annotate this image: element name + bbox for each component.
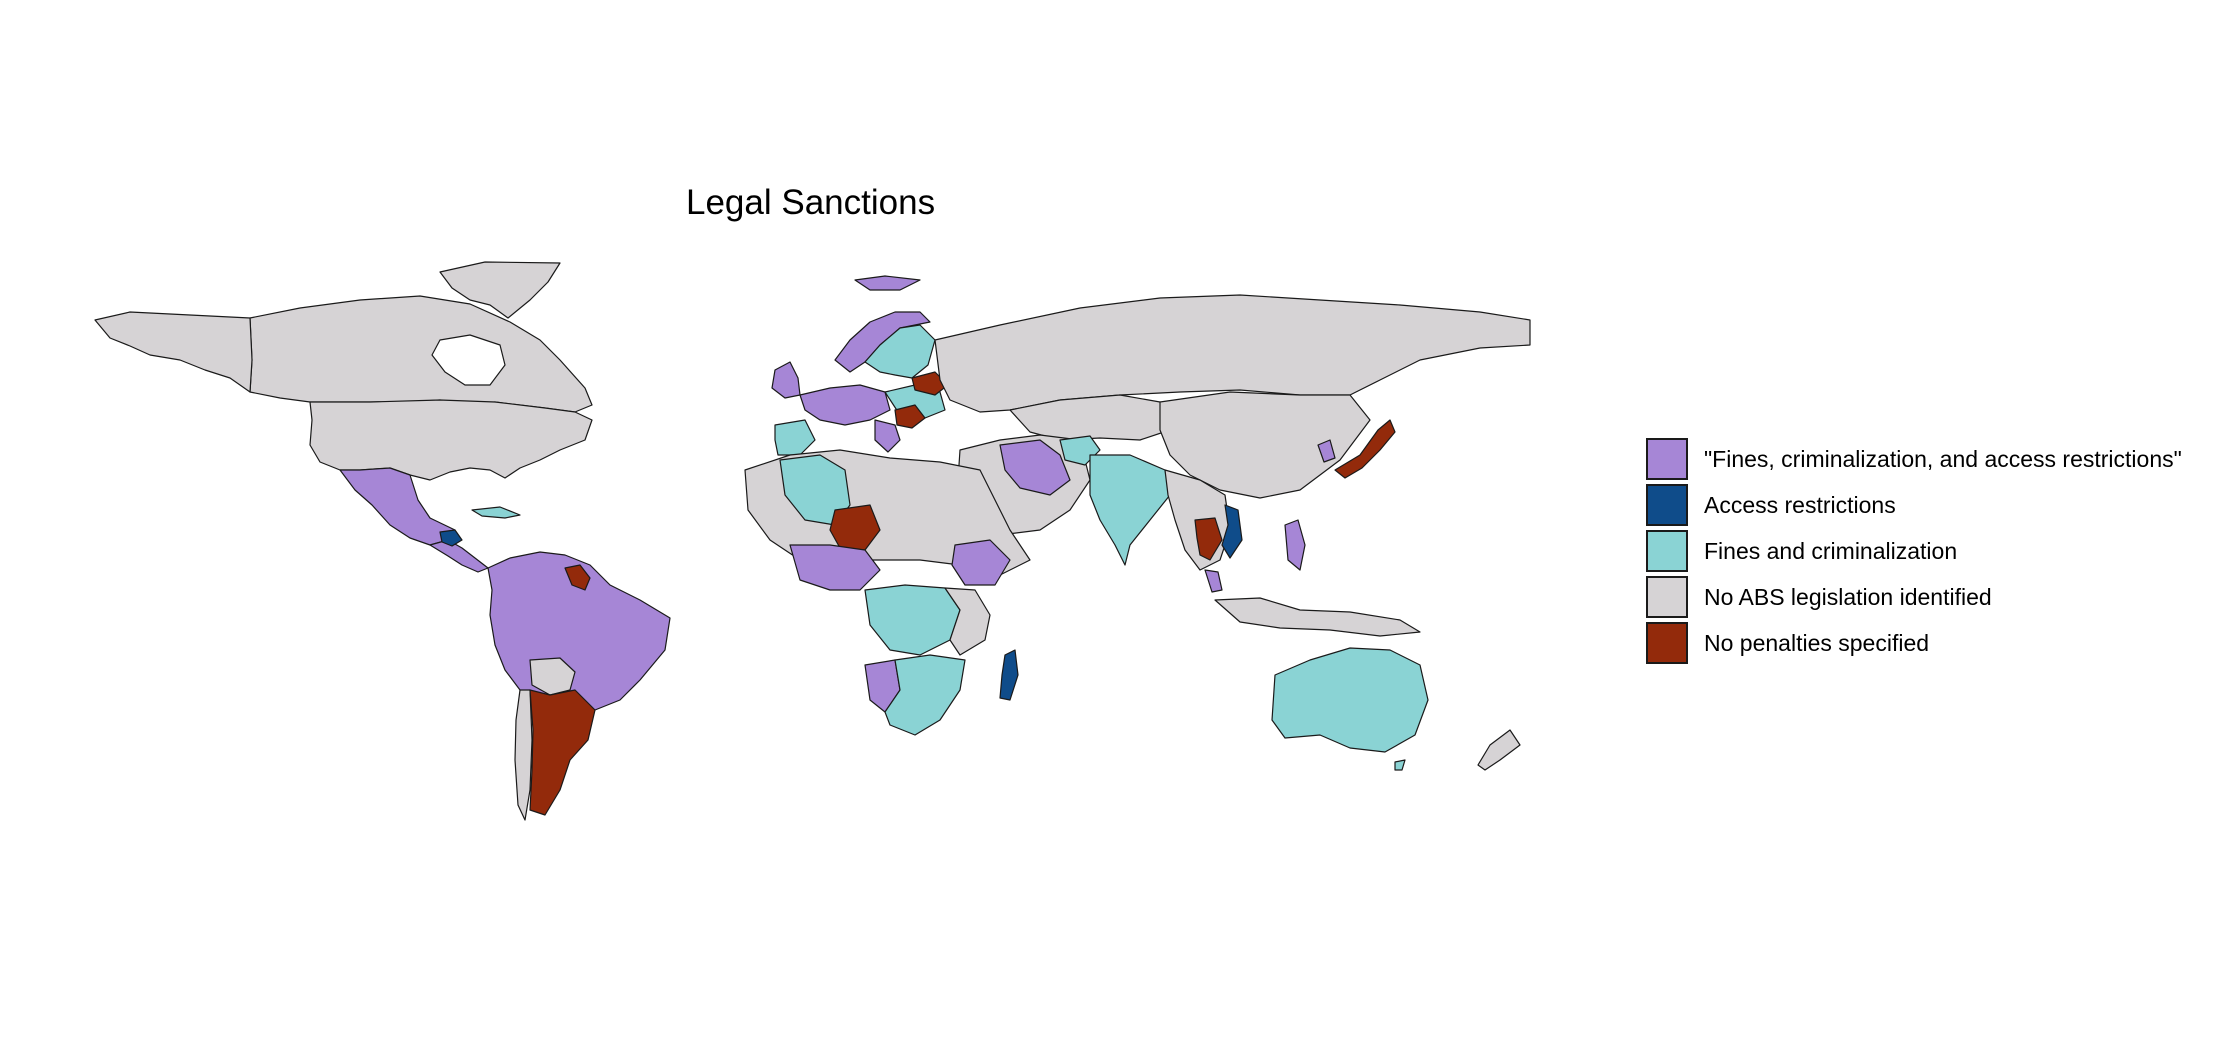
region-norway xyxy=(834,311,931,373)
region-chile xyxy=(514,689,533,821)
region-western-europe xyxy=(799,384,891,426)
region-central-america xyxy=(429,539,489,573)
region-philippines xyxy=(1284,519,1306,571)
region-romania xyxy=(894,404,926,429)
region-thailand xyxy=(1194,517,1223,561)
region-balkans xyxy=(874,419,901,453)
legend-swatch xyxy=(1646,576,1688,618)
region-tasmania xyxy=(1394,759,1406,771)
region-central-africa xyxy=(864,584,961,656)
region-iran xyxy=(999,439,1071,496)
region-uk xyxy=(771,361,801,399)
region-alaska xyxy=(94,311,253,393)
legend-label: No penalties specified xyxy=(1704,629,1930,656)
region-indonesia xyxy=(1214,597,1421,637)
region-east-africa xyxy=(944,587,991,656)
legend-swatch xyxy=(1646,438,1688,480)
region-korea xyxy=(1317,439,1336,463)
legend-item: "Fines, criminalization, and access rest… xyxy=(1646,436,2182,482)
legend-label: No ABS legislation identified xyxy=(1704,583,1992,610)
region-hudson-bay xyxy=(431,334,506,386)
region-russia xyxy=(934,294,1531,413)
legend-item: No ABS legislation identified xyxy=(1646,574,2182,620)
region-mexico xyxy=(339,467,456,546)
region-horn-africa xyxy=(951,539,1011,586)
region-southern-africa xyxy=(884,654,966,736)
legend-item: No penalties specified xyxy=(1646,620,2182,666)
region-iberia xyxy=(774,419,816,456)
region-usa xyxy=(309,399,593,481)
legend-item: Fines and criminalization xyxy=(1646,528,2182,574)
region-argentina xyxy=(529,689,596,816)
world-map xyxy=(94,261,1531,821)
legend-label: Access restrictions xyxy=(1704,491,1896,518)
region-iceland xyxy=(854,275,921,291)
region-south-america-north xyxy=(487,551,671,736)
region-japan xyxy=(1334,419,1396,479)
region-bolivia xyxy=(529,657,576,696)
legend-swatch xyxy=(1646,530,1688,572)
map-title: Legal Sanctions xyxy=(686,183,936,222)
region-sweden-finland xyxy=(864,324,936,379)
region-west-africa xyxy=(789,544,881,591)
region-india xyxy=(1089,454,1171,566)
region-greenland xyxy=(439,261,561,319)
region-vietnam xyxy=(1221,504,1243,559)
map-legend: "Fines, criminalization, and access rest… xyxy=(1646,436,2182,666)
legend-swatch xyxy=(1646,622,1688,664)
region-belarus xyxy=(911,371,949,396)
region-canada xyxy=(249,295,593,413)
legend-swatch xyxy=(1646,484,1688,526)
region-cuba xyxy=(471,506,521,519)
region-china-mongolia xyxy=(1159,391,1371,499)
region-madagascar xyxy=(999,649,1019,701)
region-new-zealand xyxy=(1477,729,1521,771)
region-australia xyxy=(1271,647,1429,753)
region-malaysia xyxy=(1204,569,1223,593)
legend-label: Fines and criminalization xyxy=(1704,537,1958,564)
region-guatemala xyxy=(439,529,463,547)
legend-label: "Fines, criminalization, and access rest… xyxy=(1704,445,2182,472)
legend-item: Access restrictions xyxy=(1646,482,2182,528)
region-guyana xyxy=(564,564,591,591)
